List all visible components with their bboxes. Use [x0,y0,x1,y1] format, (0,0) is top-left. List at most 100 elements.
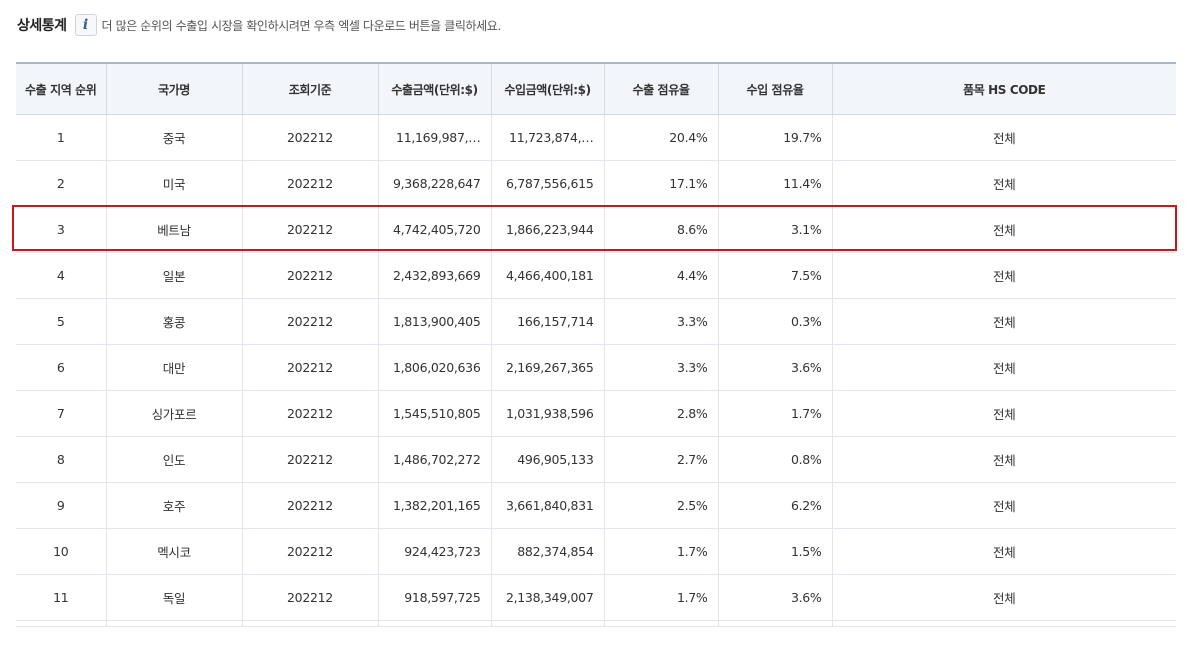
column-header-country[interactable]: 국가명 [106,62,243,115]
table-row[interactable]: 7 싱가포르 202212 1,545,510,805 1,031,938,596 2.8… [16,390,1176,437]
export-amount-cell: 2,432,893,669 [378,252,492,299]
country-cell: 일본 [106,252,243,299]
export-share-cell: 3.3% [604,298,719,345]
period-cell: 202212 [242,344,379,391]
info-text: 더 많은 순위의 수출입 시장을 확인하시려면 우측 엑셀 다운로드 버튼을 클… [101,18,502,33]
country-cell: 독일 [106,574,243,621]
export-share-cell: 4.4% [604,252,719,299]
hs-code-cell: 전체 [832,114,1176,161]
section-header: 상세통계 i 더 많은 순위의 수출입 시장을 확인하시려면 우측 엑셀 다운로… [17,11,501,39]
hs-code-cell: 전체 [832,390,1176,437]
column-header-period[interactable]: 조회기준 [242,62,379,115]
table-row[interactable]: 1 중국 202212 11,169,987,… 11,723,874,… 20.4% 19… [16,114,1176,161]
column-header-hs-code[interactable]: 품목 HS CODE [832,62,1176,115]
table-row[interactable]: 9 호주 202212 1,382,201,165 3,661,840,831 2.5% 6… [16,482,1176,529]
period-cell: 202212 [242,528,379,575]
import-amount-cell: 11,723,874,… [491,114,605,161]
country-cell: 싱가포르 [106,390,243,437]
column-header-export-amount[interactable]: 수출금액(단위:$) [378,62,492,115]
period-cell: 202212 [242,298,379,345]
import-share-cell: 3.1% [718,206,833,253]
country-cell: 호주 [106,482,243,529]
import-share-cell: 1.7% [718,390,833,437]
rank-cell: 8 [16,436,107,483]
export-amount-cell: 1,486,702,272 [378,436,492,483]
column-header-export-share[interactable]: 수출 점유율 [604,62,719,115]
rank-cell: 9 [16,482,107,529]
period-cell: 202212 [242,482,379,529]
table-body: 1 중국 202212 11,169,987,… 11,723,874,… 20.4% 19… [16,114,1176,627]
table-row[interactable]: 10 멕시코 202212 924,423,723 882,374,854 1.7% 1.5… [16,528,1176,575]
period-cell: 202212 [242,574,379,621]
import-share-cell: 3.6% [718,574,833,621]
import-share-cell: 0.3% [718,298,833,345]
hs-code-cell: 전체 [832,436,1176,483]
rank-cell: 1 [16,114,107,161]
rank-cell: 10 [16,528,107,575]
import-amount-cell: 882,374,854 [491,528,605,575]
rank-cell: 2 [16,160,107,207]
import-share-cell: 3.6% [718,344,833,391]
import-amount-cell: 496,905,133 [491,436,605,483]
export-amount-cell: 11,169,987,… [378,114,492,161]
rank-cell: 3 [16,206,107,253]
import-amount-cell: 2,138,349,007 [491,574,605,621]
rank-cell: 4 [16,252,107,299]
export-amount-cell: 918,597,725 [378,574,492,621]
export-amount-cell: 1,813,900,405 [378,298,492,345]
country-cell: 대만 [106,344,243,391]
rank-cell: 7 [16,390,107,437]
export-share-cell: 3.3% [604,344,719,391]
country-cell: 미국 [106,160,243,207]
import-amount-cell: 2,169,267,365 [491,344,605,391]
export-amount-cell: 4,742,405,720 [378,206,492,253]
import-share-cell: 1.5% [718,528,833,575]
export-share-cell: 1.7% [604,528,719,575]
rank-cell: 5 [16,298,107,345]
hs-code-cell: 전체 [832,252,1176,299]
hs-code-cell: 전체 [832,344,1176,391]
period-cell: 202212 [242,252,379,299]
column-header-import-amount[interactable]: 수입금액(단위:$) [491,62,605,115]
country-cell: 중국 [106,114,243,161]
table-header-row: 수출 지역 순위 국가명 조회기준 수출금액(단위:$) 수입금액(단위:$) … [16,62,1176,115]
import-amount-cell: 3,661,840,831 [491,482,605,529]
export-share-cell: 1.7% [604,574,719,621]
table-row[interactable]: 11 독일 202212 918,597,725 2,138,349,007 1.7% 3.… [16,574,1176,621]
country-cell: 인도 [106,436,243,483]
period-cell: 202212 [242,160,379,207]
export-share-cell: 2.7% [604,436,719,483]
column-header-import-share[interactable]: 수입 점유율 [718,62,833,115]
export-share-cell: 8.6% [604,206,719,253]
export-share-cell: 2.5% [604,482,719,529]
import-amount-cell: 4,466,400,181 [491,252,605,299]
hs-code-cell: 전체 [832,528,1176,575]
info-icon[interactable]: i [74,14,97,36]
country-cell: 멕시코 [106,528,243,575]
rank-cell: 11 [16,574,107,621]
period-cell: 202212 [242,114,379,161]
export-amount-cell: 9,368,228,647 [378,160,492,207]
table-row[interactable]: 6 대만 202212 1,806,020,636 2,169,267,365 3.3% 3… [16,344,1176,391]
table-row[interactable]: 4 일본 202212 2,432,893,669 4,466,400,181 4.4% 7… [16,252,1176,299]
export-amount-cell: 1,545,510,805 [378,390,492,437]
import-share-cell: 6.2% [718,482,833,529]
table-row[interactable]: 2 미국 202212 9,368,228,647 6,787,556,615 17.1%… [16,160,1176,207]
hs-code-cell: 전체 [832,160,1176,207]
table-row[interactable]: 3 베트남 202212 4,742,405,720 1,866,223,944 8.6%… [16,206,1176,253]
import-share-cell: 11.4% [718,160,833,207]
country-cell: 홍콩 [106,298,243,345]
hs-code-cell: 전체 [832,482,1176,529]
country-cell: 베트남 [106,206,243,253]
export-amount-cell: 1,806,020,636 [378,344,492,391]
statistics-table-container: 수출 지역 순위 국가명 조회기준 수출금액(단위:$) 수입금액(단위:$) … [16,62,1177,627]
table-row[interactable]: 5 홍콩 202212 1,813,900,405 166,157,714 3.3% 0.3… [16,298,1176,345]
table-row[interactable]: 8 인도 202212 1,486,702,272 496,905,133 2.7% 0.8… [16,436,1176,483]
hs-code-cell: 전체 [832,206,1176,253]
import-amount-cell: 1,866,223,944 [491,206,605,253]
import-share-cell: 0.8% [718,436,833,483]
export-share-cell: 2.8% [604,390,719,437]
period-cell: 202212 [242,206,379,253]
column-header-rank[interactable]: 수출 지역 순위 [16,62,107,115]
period-cell: 202212 [242,436,379,483]
